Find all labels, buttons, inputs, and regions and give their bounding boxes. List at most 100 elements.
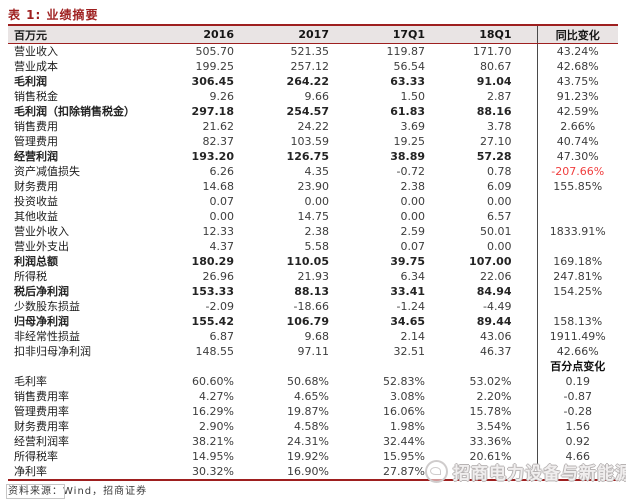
performance-summary-table: 百万元 2016 2017 17Q1 18Q1 同比变化 营业收入 505.70… [8, 24, 618, 481]
yoy-change-cell: 40.74% [536, 134, 618, 149]
yoy-change-cell: 2.66% [536, 119, 618, 134]
table-row: 所得税 26.96 21.93 6.34 22.06 247.81% [8, 269, 618, 284]
yoy-change-cell [536, 239, 618, 254]
row-label-cell: 其他收益 [14, 210, 58, 223]
value-cell-2017: 24.22 [297, 120, 330, 133]
value-cell-2016: 193.20 [191, 150, 234, 163]
value-cell-18q1: 15.78% [469, 405, 512, 418]
table-row: 所得税率 14.95% 19.92% 15.95% 20.61% 4.66 [8, 449, 618, 464]
value-cell-17q1: 3.69 [400, 120, 426, 133]
table-row: 非经常性损益 6.87 9.68 2.14 43.06 1911.49% [8, 329, 618, 344]
row-label-cell: 所得税率 [14, 450, 58, 463]
value-cell-18q1: -4.49 [483, 300, 512, 313]
row-label-cell: 投资收益 [14, 195, 58, 208]
row-label-cell: 管理费用率 [14, 405, 69, 418]
value-cell-2017: 254.57 [286, 105, 329, 118]
value-cell-18q1: 0.00 [487, 195, 512, 208]
yoy-change-cell: 4.66 [536, 449, 618, 464]
table-row: 销售费用 21.62 24.22 3.69 3.78 2.66% [8, 119, 618, 134]
value-cell-2017 [234, 359, 329, 374]
value-cell-2016: 6.87 [209, 330, 235, 343]
value-cell-2017: -18.66 [293, 300, 329, 313]
yoy-change-cell: 47.30% [536, 149, 618, 164]
table-body: 营业收入 505.70 521.35 119.87 171.70 43.24% … [8, 43, 618, 480]
table-row: 税后净利润 153.33 88.13 33.41 84.94 154.25% [8, 284, 618, 299]
row-label-cell: 非经常性损益 [14, 330, 80, 343]
value-cell-2016: 297.18 [191, 105, 234, 118]
row-label-cell: 财务费用率 [14, 420, 69, 433]
value-cell-2016: 155.42 [191, 315, 234, 328]
value-cell-18q1: 171.70 [473, 45, 512, 58]
table-row: 扣非归母净利润 148.55 97.11 32.51 46.37 42.66% [8, 344, 618, 359]
value-cell-18q1: 0.78 [487, 165, 512, 178]
row-label-cell: 少数股东损益 [14, 300, 80, 313]
value-cell-2016: 306.45 [191, 75, 234, 88]
value-cell-2016: 199.25 [195, 60, 235, 73]
value-cell-18q1: 89.44 [476, 315, 512, 328]
value-cell-2017: 9.66 [304, 90, 330, 103]
value-cell-17q1: 27.87% [383, 465, 425, 478]
value-cell-17q1: 1.50 [400, 90, 426, 103]
value-cell-17q1: 6.34 [400, 270, 426, 283]
row-label-cell: 营业外收入 [14, 225, 69, 238]
row-label-cell: 财务费用 [14, 180, 58, 193]
table-row: 毛利率 60.60% 50.68% 52.83% 53.02% 0.19 [8, 374, 618, 389]
yoy-change-cell [536, 209, 618, 224]
value-cell-18q1: 107.00 [469, 255, 512, 268]
watermark: 招商电力设备与新能源 [425, 459, 626, 484]
value-cell-18q1: 6.57 [487, 210, 512, 223]
value-cell-18q1: 88.16 [476, 105, 512, 118]
value-cell-2017: 4.58% [294, 420, 329, 433]
table-row: 毛利润 306.45 264.22 63.33 91.04 43.75% [8, 74, 618, 89]
value-cell-2017: 24.31% [287, 435, 329, 448]
value-cell-2016: 30.32% [192, 465, 234, 478]
value-cell-17q1: -0.72 [396, 165, 425, 178]
value-cell-18q1: 84.94 [476, 285, 512, 298]
row-label-cell [8, 359, 150, 374]
row-label-cell: 销售税金 [14, 90, 58, 103]
yoy-change-cell: 43.24% [536, 43, 618, 59]
value-cell-18q1: 80.67 [480, 60, 512, 73]
value-cell-17q1: 32.44% [383, 435, 425, 448]
table-row: 资产减值损失 6.26 4.35 -0.72 0.78 -207.66% [8, 164, 618, 179]
column-header-yoy: 同比变化 [536, 24, 618, 44]
value-cell-2016: 0.00 [209, 210, 235, 223]
table-row: 销售税金 9.26 9.66 1.50 2.87 91.23% [8, 89, 618, 104]
source-label: 资料来源： [6, 484, 65, 499]
yoy-change-cell: 1833.91% [536, 224, 618, 239]
row-label-cell: 营业成本 [14, 60, 58, 73]
value-cell-2016: 148.55 [195, 345, 235, 358]
yoy-change-cell [536, 299, 618, 314]
yoy-change-cell [536, 464, 618, 480]
value-cell-17q1: 119.87 [386, 45, 426, 58]
source-note: 资料来源：Wind，招商证券 [6, 482, 148, 499]
value-cell-2017: 50.68% [287, 375, 329, 388]
value-cell-2016: 4.27% [199, 390, 234, 403]
unit-header: 百万元 [8, 24, 150, 44]
table-row: 财务费用 14.68 23.90 2.38 6.09 155.85% [8, 179, 618, 194]
table-row: 管理费用率 16.29% 19.87% 16.06% 15.78% -0.28 [8, 404, 618, 419]
source-text: Wind，招商证券 [63, 486, 148, 497]
table-row: 管理费用 82.37 103.59 19.25 27.10 40.74% [8, 134, 618, 149]
row-label-cell: 所得税 [14, 270, 47, 283]
value-cell-2017: 257.12 [290, 60, 330, 73]
value-cell-17q1: 33.41 [390, 285, 425, 298]
yoy-change-cell: 42.66% [536, 344, 618, 359]
value-cell-17q1: 0.07 [400, 240, 426, 253]
value-cell-2017: 521.35 [290, 45, 330, 58]
value-cell-18q1: 91.04 [476, 75, 512, 88]
table-row: 财务费用率 2.90% 4.58% 1.98% 3.54% 1.56 [8, 419, 618, 434]
value-cell-2017: 97.11 [297, 345, 330, 358]
table-row: 营业外收入 12.33 2.38 2.59 50.01 1833.91% [8, 224, 618, 239]
table-row: 经营利润率 38.21% 24.31% 32.44% 33.36% 0.92 [8, 434, 618, 449]
value-cell-2017: 264.22 [286, 75, 329, 88]
table-row: 其他收益 0.00 14.75 0.00 6.57 [8, 209, 618, 224]
value-cell-17q1 [329, 359, 425, 374]
value-cell-2016: -2.09 [205, 300, 234, 313]
value-cell-17q1: 52.83% [383, 375, 425, 388]
value-cell-17q1: 39.75 [390, 255, 425, 268]
table-row: 营业外支出 4.37 5.58 0.07 0.00 [8, 239, 618, 254]
row-label-cell: 净利率 [14, 465, 47, 478]
yoy-change-cell: -0.28 [536, 404, 618, 419]
value-cell-2016: 38.21% [192, 435, 234, 448]
